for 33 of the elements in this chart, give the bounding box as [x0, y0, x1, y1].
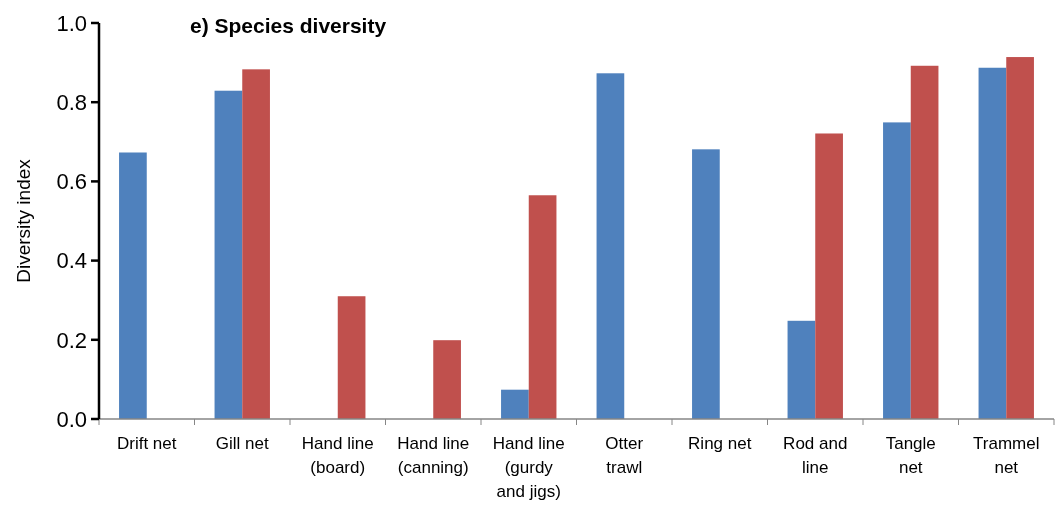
- x-tick-label: Gill net: [215, 434, 269, 453]
- y-tick-label: 0.0: [56, 406, 87, 432]
- bar: [501, 389, 529, 419]
- bar: [978, 67, 1007, 419]
- y-tick-label: 0.2: [56, 327, 87, 353]
- bar: [119, 152, 147, 419]
- bar: [692, 149, 720, 419]
- y-tick-label: 0.8: [56, 89, 87, 115]
- x-tick-label: Trammel net: [973, 434, 1040, 477]
- y-tick-label: 0.6: [56, 169, 87, 195]
- bar: [787, 320, 816, 419]
- chart-title: e) Species diversity: [190, 14, 387, 37]
- x-tick-label: Rod and line: [783, 434, 848, 477]
- bar: [815, 133, 843, 419]
- bar: [337, 296, 366, 419]
- x-tick-label: Tangle net: [885, 434, 936, 477]
- bar: [883, 122, 911, 419]
- x-tick-label: Hand line (canning): [397, 434, 470, 477]
- x-tick-label: Drift net: [116, 434, 177, 453]
- y-axis-title: Diversity index: [13, 158, 34, 283]
- y-tick-label: 1.0: [56, 10, 87, 36]
- x-tick-label: Otter trawl: [605, 434, 644, 477]
- x-tick-label: Hand line (gurdy and jigs): [492, 434, 565, 501]
- bar: [1006, 57, 1034, 419]
- y-tick-label: 0.4: [56, 248, 87, 274]
- x-tick-label: Hand line (board): [301, 434, 374, 477]
- bar: [910, 65, 939, 419]
- bar: [214, 90, 243, 419]
- bar: [596, 73, 625, 419]
- bar: [528, 195, 557, 419]
- x-tick-label: Ring net: [688, 434, 752, 453]
- bar: [242, 69, 270, 419]
- bar: [433, 340, 461, 419]
